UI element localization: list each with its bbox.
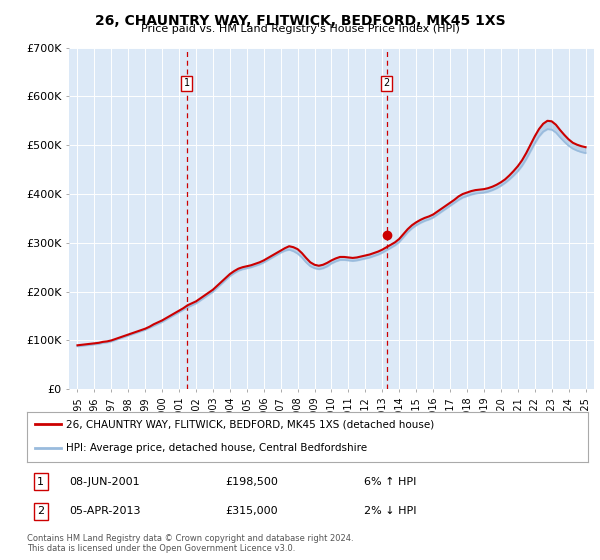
- Text: 2% ↓ HPI: 2% ↓ HPI: [364, 506, 416, 516]
- Text: 08-JUN-2001: 08-JUN-2001: [70, 477, 140, 487]
- Text: Contains HM Land Registry data © Crown copyright and database right 2024.
This d: Contains HM Land Registry data © Crown c…: [27, 534, 353, 553]
- Text: 05-APR-2013: 05-APR-2013: [69, 506, 141, 516]
- Text: 1: 1: [37, 477, 44, 487]
- Text: 26, CHAUNTRY WAY, FLITWICK, BEDFORD, MK45 1XS: 26, CHAUNTRY WAY, FLITWICK, BEDFORD, MK4…: [95, 14, 505, 28]
- Text: 1: 1: [184, 78, 190, 88]
- Text: Price paid vs. HM Land Registry's House Price Index (HPI): Price paid vs. HM Land Registry's House …: [140, 24, 460, 34]
- Text: £315,000: £315,000: [226, 506, 278, 516]
- Text: £198,500: £198,500: [226, 477, 278, 487]
- Text: 26, CHAUNTRY WAY, FLITWICK, BEDFORD, MK45 1XS (detached house): 26, CHAUNTRY WAY, FLITWICK, BEDFORD, MK4…: [66, 419, 434, 429]
- Text: HPI: Average price, detached house, Central Bedfordshire: HPI: Average price, detached house, Cent…: [66, 443, 367, 453]
- Text: 2: 2: [383, 78, 390, 88]
- Text: 6% ↑ HPI: 6% ↑ HPI: [364, 477, 416, 487]
- Text: 2: 2: [37, 506, 44, 516]
